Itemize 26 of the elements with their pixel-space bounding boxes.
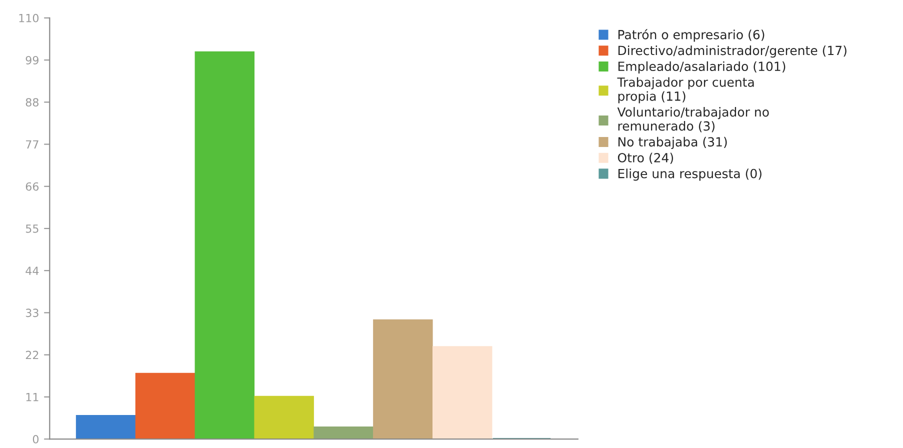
y-tick-label: 77: [26, 140, 38, 148]
y-tick-label: 0: [32, 435, 39, 444]
legend-label: Elige una respuesta (0): [618, 168, 762, 181]
legend-label: Voluntario/trabajador no remunerado (3): [617, 107, 769, 132]
bar: [76, 415, 136, 440]
legend-label: Directivo/administrador/gerente (17): [618, 46, 846, 58]
y-tick-label: 33: [26, 308, 38, 318]
y-tick-label: 22: [26, 350, 38, 360]
bar: [314, 426, 374, 440]
y-tick-label: 110: [19, 14, 39, 22]
y-tick-label: 66: [26, 182, 39, 191]
y-tick-label: 99: [26, 56, 38, 64]
bar: [135, 372, 196, 440]
bar: [254, 396, 314, 440]
legend-label: No trabajaba (31): [618, 136, 727, 149]
bar: [373, 319, 433, 440]
y-tick-label: 88: [26, 98, 38, 107]
legend-label: Otro (24): [618, 152, 674, 164]
legend-label: Trabajador por cuenta propia (11): [617, 77, 754, 104]
y-tick-label: 55: [26, 224, 38, 233]
y-tick-label: 44: [26, 266, 39, 275]
legend-label: Empleado/asalariado (101): [618, 61, 786, 74]
bar: [194, 51, 255, 440]
legend-label: Patrón o empresario (6): [618, 29, 764, 42]
bar: [432, 346, 492, 440]
y-tick-label: 11: [26, 393, 38, 402]
